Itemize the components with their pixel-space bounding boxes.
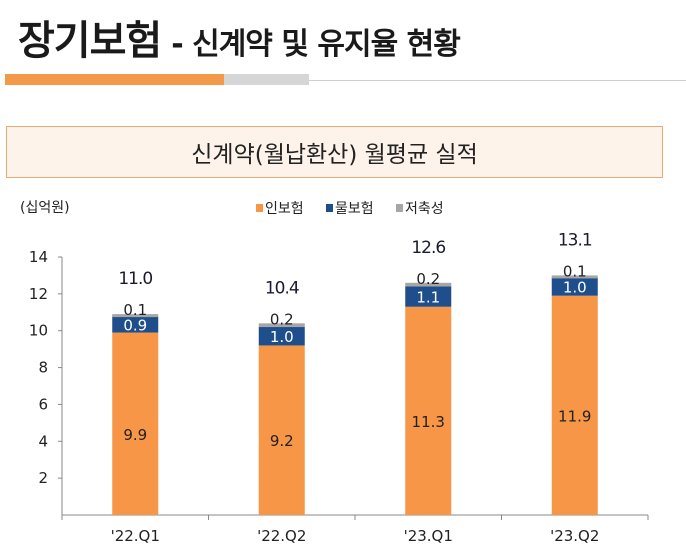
y-tick-label: 8: [38, 359, 48, 377]
legend-swatch: [256, 204, 263, 212]
title-sub: - 신계약 및 유지율 현황: [171, 27, 461, 62]
bar-segment: [405, 306, 452, 515]
unit-label: (십억원): [20, 200, 70, 216]
y-tick-label: 12: [29, 285, 48, 303]
data-label: 0.1: [123, 301, 147, 319]
data-label: 0.2: [270, 310, 294, 328]
bar-segment: [258, 345, 305, 515]
legend-swatch: [396, 204, 403, 212]
data-label: 11.9: [558, 407, 591, 425]
data-label: 1.0: [270, 328, 294, 346]
bar-segment: [405, 286, 452, 307]
bar-segment: [551, 295, 598, 515]
data-label: 0.1: [563, 262, 587, 280]
legend-label: 물보험: [335, 201, 374, 217]
chart-title: 신계약(월납환산) 월평균 실적: [6, 126, 663, 178]
data-label: 9.9: [123, 426, 147, 444]
total-label: 13.1: [558, 230, 592, 250]
data-label: 0.9: [123, 316, 147, 334]
data-label: 0.2: [416, 270, 440, 288]
x-tick-label: '22.Q1: [111, 527, 160, 545]
total-label: 10.4: [265, 278, 299, 298]
x-tick-label: '22.Q2: [257, 527, 306, 545]
bar-segment: [112, 315, 159, 333]
y-tick-label: 10: [29, 322, 48, 340]
bar-segment: [112, 332, 159, 515]
y-tick-label: 14: [29, 248, 48, 266]
legend-label: 인보험: [265, 201, 304, 217]
bar-segment: [551, 277, 598, 296]
bar-segment: [551, 275, 598, 279]
y-tick-label: 4: [38, 432, 48, 450]
data-label: 11.3: [412, 413, 445, 431]
legend-swatch: [326, 204, 333, 212]
total-label: 11.0: [118, 269, 152, 289]
accent-bar: [5, 74, 224, 85]
bar-segment: [258, 323, 305, 328]
title-main: 장기보험: [18, 18, 162, 64]
y-tick-label: 6: [38, 395, 48, 413]
total-label: 12.6: [411, 238, 445, 258]
data-label: 1.1: [416, 289, 440, 307]
accent-bar-gray: [224, 74, 309, 85]
page-title: 장기보험 - 신계약 및 유지율 현황: [18, 8, 461, 66]
y-tick-label: 2: [38, 469, 48, 487]
data-label: 1.0: [563, 278, 587, 296]
bar-segment: [258, 327, 305, 346]
legend-label: 저축성: [405, 201, 444, 217]
x-tick-label: '23.Q1: [404, 527, 453, 545]
data-label: 9.2: [270, 432, 294, 450]
x-tick-label: '23.Q2: [550, 527, 599, 545]
bar-segment: [405, 282, 452, 287]
bar-segment: [112, 314, 159, 318]
divider: [5, 80, 686, 81]
